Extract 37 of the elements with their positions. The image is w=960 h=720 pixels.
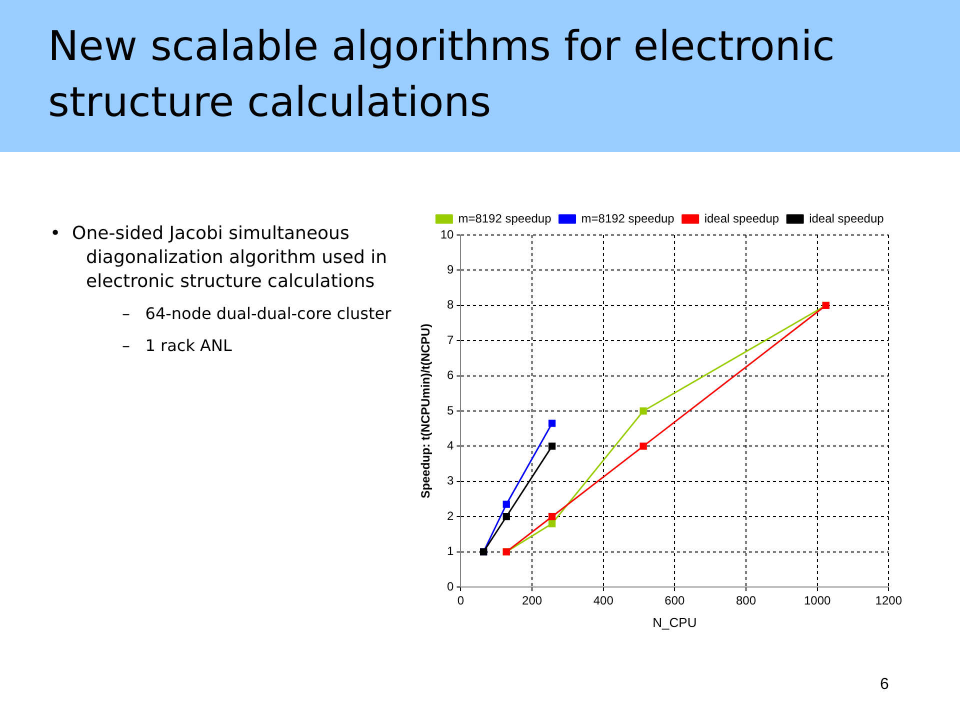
y-axis-title: Speedup: t(NCPUmin)/t(NCPU) <box>418 324 433 498</box>
x-tick-label: 200 <box>522 594 542 608</box>
legend-label: m=8192 speedup <box>581 211 675 226</box>
point <box>548 520 556 528</box>
text: – 64-node dual-dual-core cluster <box>122 303 392 325</box>
point <box>502 513 510 520</box>
x-tick-label: 0 <box>457 594 464 608</box>
y-tick-label: 8 <box>447 298 454 312</box>
y-tick-label: 1 <box>447 544 454 558</box>
x-tick-label: 1000 <box>804 594 832 608</box>
y-tick-label: 9 <box>447 262 454 277</box>
x-tick-label: 600 <box>664 594 686 608</box>
y-tick-label: 4 <box>447 438 454 453</box>
text: • One-sided Jacobi simultaneous diagonalization algorithm used in electronic structure calculations <box>50 223 388 292</box>
x-tick-label: 400 <box>593 594 614 608</box>
y-tick-label: 6 <box>447 368 454 382</box>
x-tick-label: 1200 <box>875 594 902 608</box>
point <box>548 420 556 427</box>
point <box>548 513 556 520</box>
legend-label: ideal speedup <box>704 211 780 226</box>
point <box>640 442 647 450</box>
y-tick-label: 5 <box>447 403 454 418</box>
y-tick-label: 3 <box>447 474 454 488</box>
y-tick-label: 10 <box>440 227 454 242</box>
y-tick-label: 7 <box>447 332 454 347</box>
text: – 1 rack ANL <box>122 335 233 357</box>
point <box>640 407 647 415</box>
legend-label: m=8192 speedup <box>458 211 552 226</box>
point <box>502 500 510 508</box>
x-tick-label: 800 <box>736 594 756 608</box>
text: 6 <box>880 676 889 694</box>
legend-label: ideal speedup <box>809 211 884 226</box>
x-axis-title: N_CPU <box>652 614 697 630</box>
point <box>548 442 556 450</box>
y-tick-label: 2 <box>447 508 454 523</box>
chart-title: New scalable algorithms for electronic structure calculations <box>48 21 836 128</box>
y-tick-label: 0 <box>447 579 454 594</box>
